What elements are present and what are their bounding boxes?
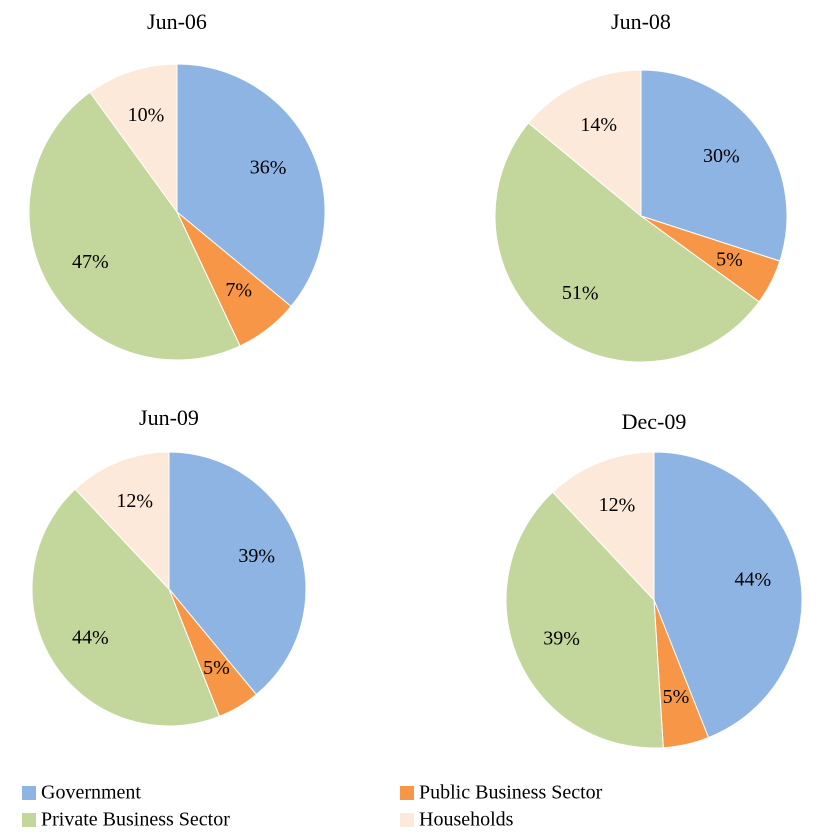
pie-slice [89,63,178,214]
chart-title: Jun-06 [147,9,207,34]
percent-sign: % [582,282,599,304]
percent-sign: % [92,627,109,649]
legend-swatch [400,813,414,827]
percent-sign: % [92,251,109,273]
data-label: 44% [735,569,772,591]
data-label: 47% [72,251,109,273]
data-label: 12% [116,490,153,512]
pie-slice [551,451,655,602]
pie-slice [74,451,170,591]
pie-slice [168,451,307,696]
data-label: 7% [225,279,252,301]
data-label: 44% [72,627,109,649]
percent-sign: % [258,545,275,567]
percent-sign: % [270,157,287,179]
percent-sign: % [600,114,617,136]
data-label: 30% [703,145,740,167]
percent-sign: % [213,657,230,679]
pie-slice [176,63,326,308]
data-label: 12% [599,494,636,516]
pie-slice [640,69,788,262]
pie-slice [28,91,241,361]
legend-swatch [22,813,36,827]
legend-swatch [22,786,36,800]
legend-swatch [400,786,414,800]
data-label: 5% [203,657,230,679]
data-label: 36% [250,157,287,179]
pie-slice [527,69,642,218]
legend-label: Private Business Sector [41,809,230,831]
data-label: 39% [543,628,580,650]
data-label: 51% [562,282,599,304]
chart-title: Jun-09 [139,405,199,430]
data-label: 5% [716,249,743,271]
data-label: 14% [580,114,617,136]
data-label: 5% [663,686,690,708]
pie-slice [31,488,221,727]
percent-sign: % [136,490,153,512]
pie-slice [505,491,664,749]
legend-label: Public Business Sector [419,782,603,804]
percent-sign: % [726,249,743,271]
chart-title: Jun-08 [611,9,671,34]
data-label: 10% [128,104,165,126]
pie-slice [653,451,803,739]
chart-title: Dec-09 [622,409,687,434]
percent-sign: % [148,104,165,126]
percent-sign: % [619,494,636,516]
percent-sign: % [563,628,580,650]
percent-sign: % [235,279,252,301]
pie-slice [494,122,760,363]
percent-sign: % [673,686,690,708]
data-label: 39% [238,545,275,567]
percent-sign: % [723,145,740,167]
legend-label: Government [41,782,141,804]
percent-sign: % [755,569,772,591]
legend-label: Households [419,809,514,831]
